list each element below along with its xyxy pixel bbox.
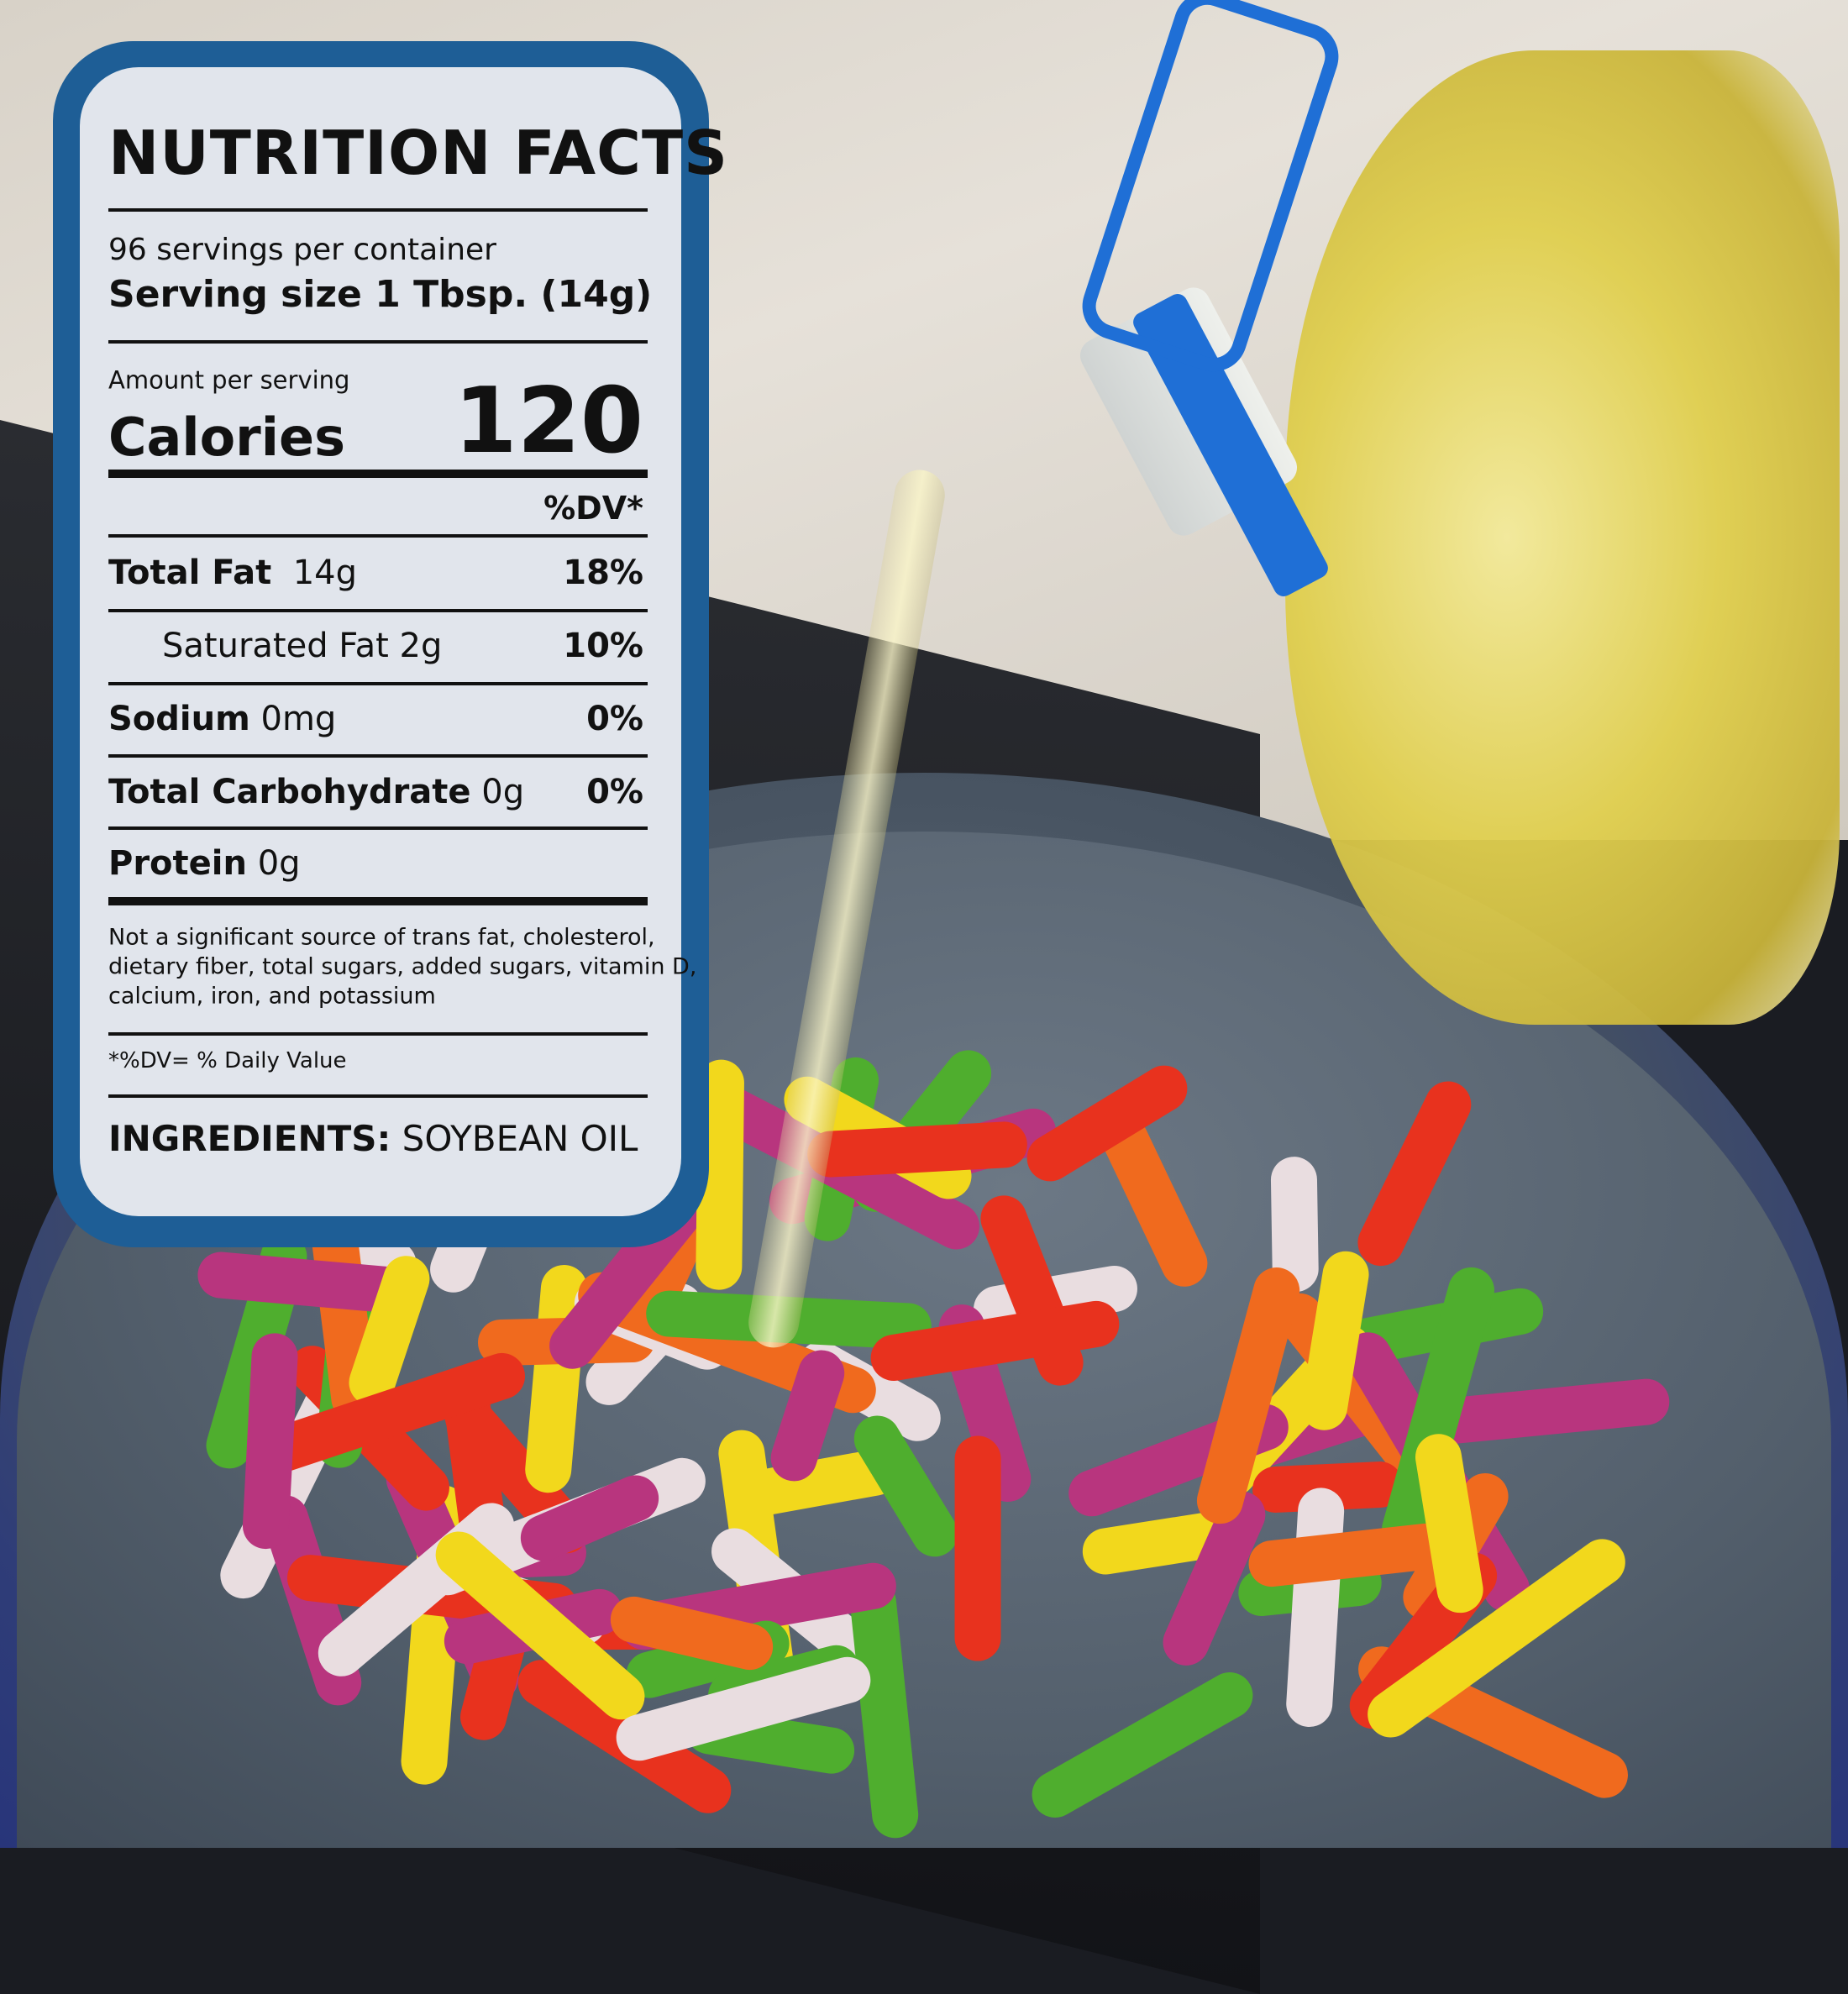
nutrient-name: Sodium — [108, 700, 250, 738]
nutrient-name: Total Carbohydrate — [108, 773, 471, 811]
calories-label: Calories — [108, 407, 345, 468]
divider — [108, 1094, 648, 1098]
thick-divider — [108, 470, 648, 478]
footnote-line: Not a significant source of trans fat, c… — [108, 924, 655, 951]
divider — [108, 754, 648, 758]
servings-per-container: 96 servings per container — [108, 233, 496, 267]
divider — [108, 534, 648, 538]
nutrient-row-total-fat: Total Fat 14g — [108, 556, 357, 590]
nutrient-dv: 0% — [586, 773, 643, 811]
label-title: NUTRITION FACTS — [108, 118, 728, 188]
footnote-line: dietary fiber, total sugars, added sugar… — [108, 953, 697, 980]
nutrient-dv: 18% — [563, 554, 643, 592]
nutrient-row-sodium: Sodium 0mg — [108, 702, 336, 736]
nutrient-name: Protein — [108, 844, 247, 883]
nutrient-row-saturated-fat: Saturated Fat 2g — [162, 629, 442, 663]
nutrient-amount: 0mg — [260, 700, 337, 738]
nutrient-dv: 0% — [586, 700, 643, 738]
dv-note: *%DV= % Daily Value — [108, 1048, 347, 1073]
divider — [108, 609, 648, 612]
ingredients-label: INGREDIENTS: — [108, 1118, 391, 1159]
nutrient-row-protein: Protein 0g — [108, 847, 301, 880]
ingredients-value: SOYBEAN OIL — [402, 1118, 638, 1159]
nutrient-amount: 0g — [481, 773, 525, 811]
thick-divider — [108, 897, 648, 905]
divider — [108, 682, 648, 685]
nutrition-label-panel — [80, 67, 681, 1216]
nutrient-dv: 10% — [563, 627, 643, 665]
nutrient-row-total-carbohydrate: Total Carbohydrate 0g — [108, 775, 524, 809]
divider — [108, 1032, 648, 1036]
oil-bottle — [1285, 50, 1840, 1025]
ingredients: INGREDIENTS: SOYBEAN OIL — [108, 1121, 638, 1157]
calories-value: 120 — [454, 369, 643, 474]
footnote-line: calcium, iron, and potassium — [108, 983, 436, 1010]
serving-size-value: 1 Tbsp. (14g) — [375, 273, 653, 316]
nutrient-amount: 0g — [257, 844, 301, 883]
nutrient-name: Saturated Fat — [162, 627, 389, 665]
nutrient-amount: 2g — [399, 627, 443, 665]
vegetable-strip — [954, 1435, 1001, 1661]
nutrient-name: Total Fat — [108, 554, 272, 592]
serving-size: Serving size 1 Tbsp. (14g) — [108, 276, 652, 313]
divider — [108, 208, 648, 212]
nutrient-amount: 14g — [292, 554, 358, 592]
divider — [108, 340, 648, 344]
serving-size-label: Serving size — [108, 273, 362, 316]
divider — [108, 826, 648, 830]
dv-header: %DV* — [543, 490, 643, 527]
amount-per-serving: Amount per serving — [108, 365, 350, 395]
